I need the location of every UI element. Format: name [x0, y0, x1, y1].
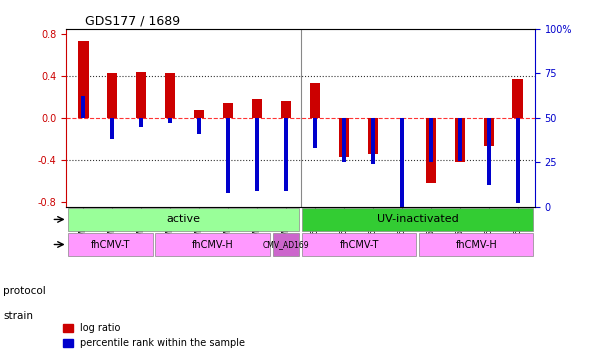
Bar — [454, 118, 465, 162]
FancyBboxPatch shape — [419, 233, 534, 256]
Bar — [78, 41, 88, 118]
Bar — [487, 118, 490, 186]
Text: GDS177 / 1689: GDS177 / 1689 — [85, 14, 180, 27]
Text: fhCMV-H: fhCMV-H — [456, 240, 497, 250]
Bar — [371, 118, 375, 164]
Bar — [484, 118, 493, 146]
Bar — [368, 118, 378, 155]
Bar — [139, 118, 144, 127]
Text: fhCMV-T: fhCMV-T — [340, 240, 379, 250]
Bar — [194, 110, 204, 118]
Bar — [255, 118, 259, 191]
FancyBboxPatch shape — [302, 233, 416, 256]
Bar — [342, 118, 346, 162]
Bar — [516, 118, 519, 203]
Bar — [82, 96, 85, 118]
FancyBboxPatch shape — [273, 233, 299, 256]
Text: strain: strain — [3, 311, 33, 321]
Bar — [284, 118, 288, 191]
Bar — [168, 118, 172, 123]
Bar — [513, 79, 523, 118]
FancyBboxPatch shape — [156, 233, 270, 256]
Bar — [252, 99, 262, 118]
Text: protocol: protocol — [3, 286, 46, 296]
Bar — [281, 101, 291, 118]
Bar — [313, 118, 317, 148]
FancyBboxPatch shape — [67, 208, 299, 231]
Bar — [339, 118, 349, 156]
Bar — [197, 118, 201, 134]
Text: UV-inactivated: UV-inactivated — [377, 215, 459, 225]
Bar — [429, 118, 433, 162]
Legend: log ratio, percentile rank within the sample: log ratio, percentile rank within the sa… — [59, 320, 249, 352]
Text: active: active — [166, 215, 200, 225]
FancyBboxPatch shape — [67, 233, 153, 256]
Bar — [426, 118, 436, 183]
Text: fhCMV-H: fhCMV-H — [192, 240, 233, 250]
Text: CMV_AD169: CMV_AD169 — [263, 240, 309, 249]
FancyBboxPatch shape — [302, 208, 534, 231]
Bar — [310, 83, 320, 118]
Bar — [136, 71, 147, 118]
Bar — [223, 103, 233, 118]
Bar — [165, 72, 175, 118]
Text: fhCMV-T: fhCMV-T — [90, 240, 130, 250]
Bar — [111, 118, 114, 139]
Bar — [400, 118, 404, 207]
Bar — [457, 118, 462, 161]
Bar — [226, 118, 230, 193]
Bar — [108, 72, 117, 118]
